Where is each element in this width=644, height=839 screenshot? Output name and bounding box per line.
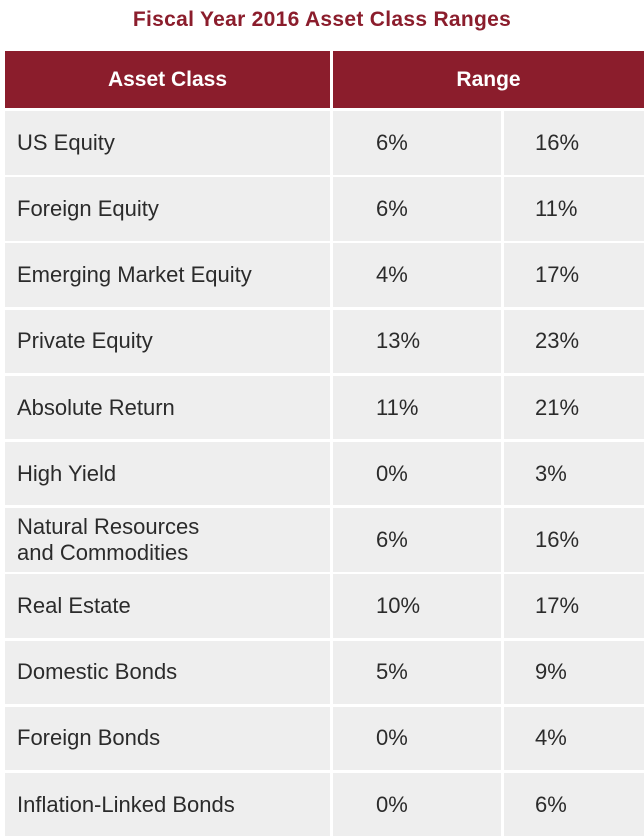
range-max-cell-text: 6% (535, 791, 567, 817)
asset-class-cell-text: Foreign Equity (17, 195, 159, 221)
range-max-cell-text: 21% (535, 394, 580, 420)
asset-class-cell-text: US Equity (17, 129, 115, 155)
range-min-cell: 11% (333, 375, 501, 440)
range-min-cell: 0% (333, 706, 501, 771)
asset-class-cell-text: Private Equity (17, 328, 153, 354)
table-row: US Equity 6% 16% (5, 111, 644, 175)
range-min-cell: 4% (333, 243, 501, 307)
asset-class-cell: Private Equity (5, 309, 330, 374)
asset-class-cell-text: Inflation-Linked Bonds (17, 791, 235, 817)
range-min-cell: 0% (333, 441, 501, 506)
range-max-cell-text: 23% (535, 328, 580, 354)
range-max-cell-text: 17% (535, 593, 580, 619)
header-range: Range (333, 51, 644, 108)
asset-class-cell-text: Natural Resources and Commodities (17, 513, 200, 565)
range-max-cell: 4% (504, 706, 644, 771)
asset-class-cell-text: Real Estate (17, 593, 131, 619)
asset-class-cell: Inflation-Linked Bonds (5, 772, 330, 837)
table-row: Foreign Bonds 0% 4% (5, 706, 644, 771)
range-min-cell: 6% (333, 508, 501, 572)
table-row: Private Equity 13% 23% (5, 309, 644, 374)
table-row: Domestic Bonds 5% 9% (5, 640, 644, 704)
range-max-cell: 21% (504, 375, 644, 440)
asset-class-cell: US Equity (5, 111, 330, 175)
asset-class-cell-text: Emerging Market Equity (17, 262, 252, 288)
asset-class-cell: Foreign Bonds (5, 706, 330, 771)
range-max-cell: 17% (504, 243, 644, 307)
range-min-cell: 10% (333, 574, 501, 638)
range-min-cell-text: 4% (376, 262, 408, 288)
range-max-cell: 16% (504, 508, 644, 572)
table-row: Real Estate 10% 17% (5, 574, 644, 638)
asset-class-cell: Natural Resources and Commodities (5, 508, 330, 572)
asset-class-table: Asset Class Range US Equity 6% 16% Foreign … (5, 51, 644, 839)
range-min-cell: 0% (333, 772, 501, 837)
range-min-cell-text: 0% (376, 791, 408, 817)
range-min-cell: 6% (333, 177, 501, 241)
range-min-cell-text: 13% (376, 328, 421, 354)
table-header: Asset Class Range (5, 51, 644, 108)
range-min-cell: 6% (333, 111, 501, 175)
asset-class-cell: Absolute Return (5, 375, 330, 440)
range-max-cell-text: 11% (535, 195, 578, 221)
range-max-cell-text: 17% (535, 262, 580, 288)
range-min-cell: 13% (333, 309, 501, 374)
header-asset-class: Asset Class (5, 51, 330, 108)
range-min-cell-text: 10% (376, 593, 421, 619)
range-min-cell-text: 6% (376, 195, 408, 221)
asset-class-cell-text: Foreign Bonds (17, 725, 161, 751)
range-max-cell-text: 9% (535, 659, 567, 685)
range-max-cell: 16% (504, 111, 644, 175)
range-max-cell: 9% (504, 640, 644, 704)
range-min-cell-text: 0% (376, 725, 408, 751)
table-row: Emerging Market Equity 4% 17% (5, 243, 644, 307)
range-min-cell-text: 0% (376, 460, 408, 486)
page-title: Fiscal Year 2016 Asset Class Ranges (132, 8, 512, 31)
range-min-cell-text: 6% (376, 129, 408, 155)
range-max-cell: 23% (504, 309, 644, 374)
asset-class-cell: High Yield (5, 441, 330, 506)
asset-class-cell-text: High Yield (17, 460, 117, 486)
table-row: Natural Resources and Commodities 6% 16% (5, 508, 644, 572)
table-row: Inflation-Linked Bonds 0% 6% (5, 772, 644, 837)
asset-class-cell: Domestic Bonds (5, 640, 330, 704)
range-max-cell: 6% (504, 772, 644, 837)
range-min-cell-text: 11% (376, 394, 419, 420)
asset-class-cell: Real Estate (5, 574, 330, 638)
table-body: US Equity 6% 16% Foreign Equity 6% 11% Emergin… (5, 111, 644, 837)
range-min-cell-text: 6% (376, 526, 408, 552)
asset-class-cell: Emerging Market Equity (5, 243, 330, 307)
table-row: Foreign Equity 6% 11% (5, 177, 644, 241)
range-min-cell-text: 5% (376, 659, 408, 685)
range-max-cell: 11% (504, 177, 644, 241)
asset-class-cell-text: Domestic Bonds (17, 659, 178, 685)
asset-class-cell-text: Absolute Return (17, 394, 175, 420)
asset-class-cell: Foreign Equity (5, 177, 330, 241)
range-max-cell-text: 4% (535, 725, 567, 751)
range-max-cell: 3% (504, 441, 644, 506)
range-max-cell: 17% (504, 574, 644, 638)
range-max-cell-text: 16% (535, 526, 580, 552)
table-row: Absolute Return 11% 21% (5, 375, 644, 440)
table-row: High Yield 0% 3% (5, 441, 644, 506)
range-max-cell-text: 16% (535, 129, 580, 155)
range-max-cell-text: 3% (535, 460, 567, 486)
range-min-cell: 5% (333, 640, 501, 704)
